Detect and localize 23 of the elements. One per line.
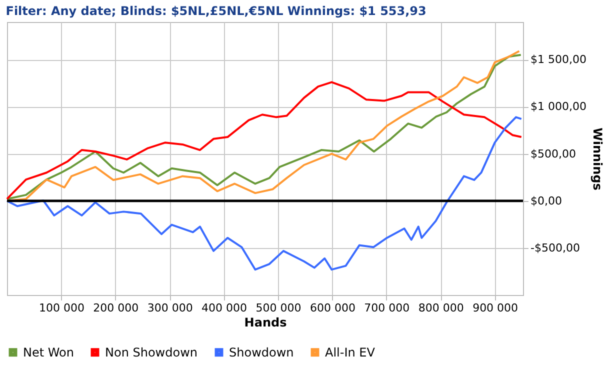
x-tick-label: 800 000 <box>418 302 464 314</box>
line-series <box>6 116 522 271</box>
legend-label: Non Showdown <box>105 345 198 360</box>
y-tick-label: $500,00 <box>530 147 576 160</box>
x-tick-label: 700 000 <box>364 302 410 314</box>
legend-label: Showdown <box>229 345 294 360</box>
x-tick-label: 500 000 <box>256 302 302 314</box>
x-axis-title: Hands <box>244 316 287 330</box>
x-tick-label: 900 000 <box>472 302 518 314</box>
y-tick-label: $1 500,00 <box>530 53 586 66</box>
legend-label: All-In EV <box>325 345 376 360</box>
line-series <box>6 81 522 200</box>
x-tick-label: 200 000 <box>93 302 139 314</box>
x-tick-label: 100 000 <box>38 302 84 314</box>
y-axis-title: Winnings <box>590 128 604 190</box>
x-tick-label: 600 000 <box>310 302 356 314</box>
y-tick-label: $1 000,00 <box>530 100 586 114</box>
legend-label: Net Won <box>23 345 74 360</box>
y-tick-label: $0,00 <box>530 194 562 208</box>
y-tick-label: -$500,00 <box>530 241 580 254</box>
x-tick-label: 400 000 <box>202 302 248 314</box>
x-tick-label: 300 000 <box>147 302 193 314</box>
chart-title: Filter: Any date; Blinds: $5NL,£5NL,€5NL Winnings: $1 553,93 <box>6 4 426 18</box>
